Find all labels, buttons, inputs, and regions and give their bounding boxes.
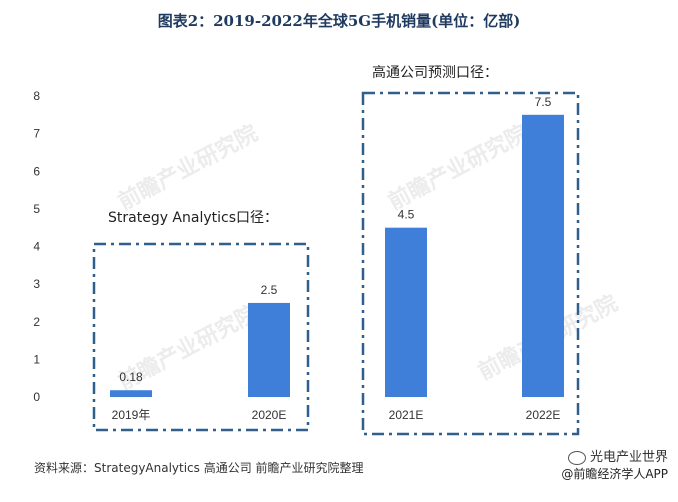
data-label: 0.18 xyxy=(119,370,143,384)
y-tick-label: 1 xyxy=(33,352,40,366)
data-label: 4.5 xyxy=(398,208,415,222)
x-tick-label: 2021E xyxy=(389,408,424,422)
bar xyxy=(248,302,290,397)
wechat-icon xyxy=(567,450,586,465)
group-box xyxy=(92,242,310,432)
y-tick-label: 2 xyxy=(33,315,40,329)
y-tick-label: 5 xyxy=(33,202,40,216)
page-title: 图表2：2019-2022年全球5G手机销量(单位：亿部) xyxy=(157,12,521,30)
group-label: Strategy Analytics口径： xyxy=(108,210,278,226)
y-tick-label: 3 xyxy=(33,277,40,291)
brand-signature: 光电产业世界 @前瞻经济学人APP xyxy=(561,450,668,482)
data-label: 2.5 xyxy=(261,283,278,297)
brand-line-2: @前瞻经济学人APP xyxy=(561,467,668,481)
x-tick-label: 2020E xyxy=(252,408,287,422)
bar xyxy=(110,390,152,397)
y-tick-label: 6 xyxy=(33,164,40,178)
group-label: 高通公司预测口径： xyxy=(372,64,498,81)
bar xyxy=(385,227,427,397)
bar xyxy=(522,114,564,397)
y-tick-label: 8 xyxy=(33,89,40,103)
y-tick-label: 4 xyxy=(33,240,40,254)
x-tick-label: 2022E xyxy=(526,408,561,422)
brand-line-1: 光电产业世界 xyxy=(589,450,668,465)
group-box xyxy=(361,91,580,436)
source-note: 资料来源：StrategyAnalytics 高通公司 前瞻产业研究院整理 xyxy=(34,461,364,475)
x-tick-label: 2019年 xyxy=(112,408,151,422)
data-label: 7.5 xyxy=(535,95,552,109)
y-tick-label: 0 xyxy=(33,390,40,404)
y-tick-label: 7 xyxy=(33,127,40,141)
